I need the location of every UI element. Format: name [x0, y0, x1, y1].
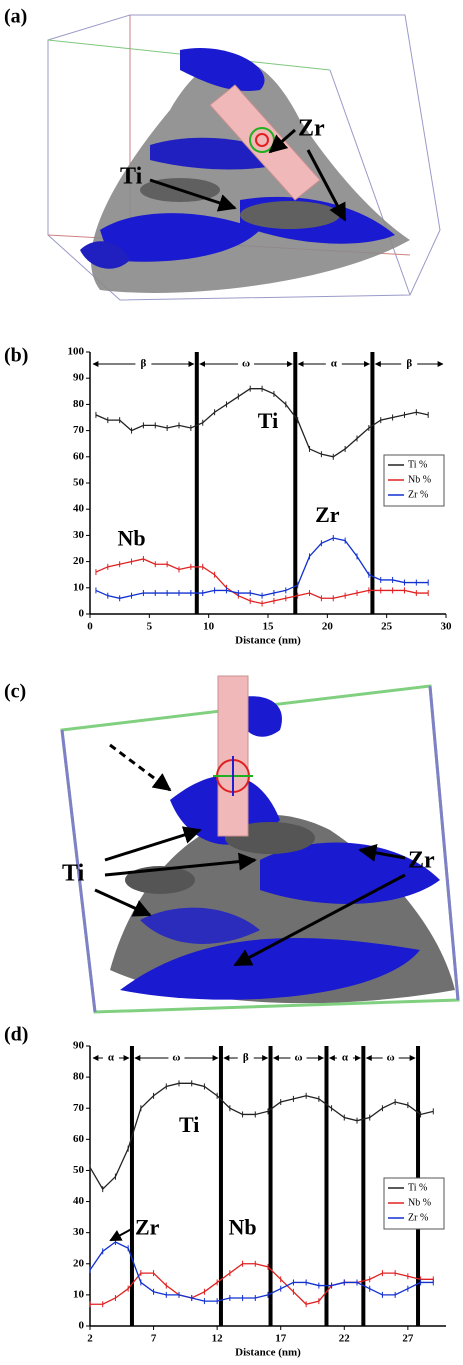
x-tick-label: 10: [203, 621, 215, 633]
x-tick-label: 7: [151, 1333, 157, 1345]
series-line: [89, 1241, 434, 1302]
x-tick-label: 2: [87, 1333, 93, 1345]
phase-label-bg: [168, 1050, 185, 1066]
phase-label-bg: [290, 1050, 307, 1066]
x-tick-label: 5: [147, 621, 153, 633]
legend-label: Nb %: [408, 1197, 431, 1208]
legend-label: Nb %: [408, 474, 431, 485]
annotation: Zr: [135, 1215, 160, 1240]
panel-label: (c): [4, 681, 26, 703]
y-tick-label: 50: [73, 1164, 85, 1176]
phase-label: ω: [172, 1052, 180, 1064]
panel-label: (b): [4, 345, 28, 367]
phase-label: α: [108, 1052, 115, 1064]
x-axis-label: Distance (nm): [235, 635, 301, 647]
y-tick-label: 20: [73, 555, 85, 567]
image-a: Zr Ti: [47, 14, 441, 301]
legend-label: Zr %: [408, 489, 428, 500]
y-tick-label: 30: [73, 529, 85, 541]
x-tick-label: 22: [339, 1333, 351, 1345]
panel-label: (a): [4, 6, 27, 28]
y-tick-label: 60: [73, 1133, 85, 1145]
annotation: Nb: [117, 526, 145, 551]
y-tick-label: 0: [79, 608, 85, 620]
image-label: Ti: [62, 861, 85, 887]
phase-label: β: [141, 358, 147, 370]
image-label: Zr: [298, 116, 325, 142]
annotation: Ti: [179, 1112, 199, 1137]
y-tick-label: 30: [73, 1226, 85, 1238]
legend-label: Zr %: [408, 1212, 428, 1223]
annotation: Zr: [315, 502, 340, 527]
phase-label-bg: [382, 1050, 399, 1066]
y-tick-label: 0: [79, 1320, 85, 1332]
phase-label: ω: [294, 1052, 302, 1064]
y-tick-label: 60: [73, 450, 85, 462]
phase-label-bg: [237, 1050, 254, 1066]
y-tick-label: 100: [68, 346, 85, 358]
phase-label-bg: [102, 1050, 119, 1066]
phase-label: β: [406, 358, 412, 370]
x-tick-label: 0: [87, 621, 93, 633]
phase-label: α: [342, 1052, 349, 1064]
x-axis-label: Distance (nm): [235, 1347, 301, 1359]
image-c: Ti Zr: [60, 675, 460, 1014]
legend-label: Ti %: [408, 1182, 427, 1193]
phase-label-bg: [238, 356, 255, 372]
y-tick-label: 80: [73, 398, 85, 410]
y-tick-label: 40: [73, 503, 85, 515]
y-tick-label: 70: [73, 1102, 85, 1114]
phase-label-bg: [336, 1050, 353, 1066]
annotation: Nb: [229, 1215, 257, 1240]
y-tick-label: 70: [73, 424, 85, 436]
series-line: [90, 1263, 434, 1305]
x-tick-label: 15: [263, 621, 275, 633]
y-tick-label: 40: [73, 1195, 85, 1207]
y-tick-label: 10: [73, 581, 85, 593]
phase-label-bg: [401, 356, 418, 372]
phase-label-bg: [325, 356, 342, 372]
x-tick-label: 27: [402, 1333, 414, 1345]
y-tick-label: 90: [73, 1040, 85, 1052]
phase-label-bg: [135, 356, 152, 372]
x-tick-label: 17: [275, 1333, 287, 1345]
annotation: Ti: [258, 408, 278, 433]
x-tick-label: 12: [212, 1333, 224, 1345]
x-tick-label: 25: [381, 621, 393, 633]
phase-label: ω: [242, 358, 250, 370]
phase-label: β: [243, 1052, 249, 1064]
y-tick-label: 10: [73, 1288, 85, 1300]
image-label: Ti: [120, 164, 143, 190]
series-line: [95, 537, 429, 599]
legend-label: Ti %: [408, 459, 427, 470]
y-tick-label: 80: [73, 1071, 85, 1083]
x-tick-label: 20: [322, 621, 334, 633]
image-label: Zr: [408, 848, 435, 874]
x-tick-label: 30: [441, 621, 453, 633]
y-tick-label: 20: [73, 1257, 85, 1269]
phase-label: ω: [387, 1052, 395, 1064]
series-line: [89, 1082, 434, 1191]
y-tick-label: 50: [73, 477, 85, 489]
y-tick-label: 90: [73, 372, 85, 384]
panel-label: (d): [4, 1024, 28, 1046]
phase-label: α: [331, 358, 338, 370]
annotation-arrow: [109, 1228, 132, 1242]
